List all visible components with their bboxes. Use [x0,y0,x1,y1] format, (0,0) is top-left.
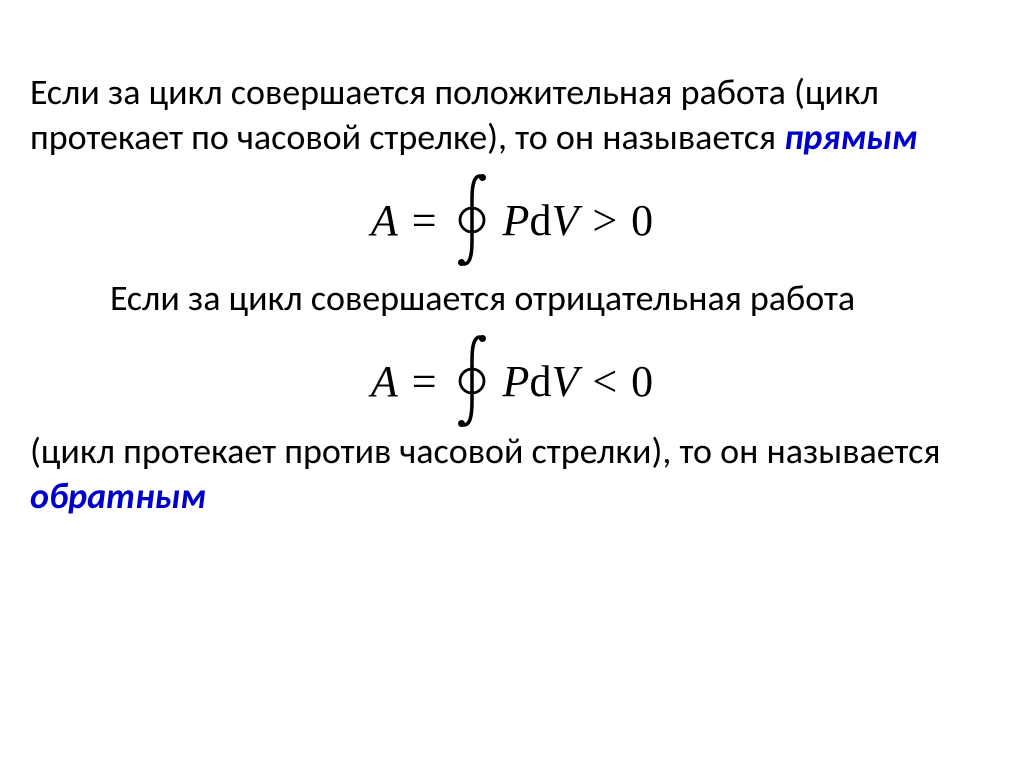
paragraph-1-text: Если за цикл совершается положительная р… [30,70,879,159]
formula-2-rhs: 0 [631,356,653,407]
paragraph-1: Если за цикл совершается положительная р… [30,70,994,160]
formula-2: A = P d V < 0 [30,331,994,431]
formula-1-lhs: A [371,195,398,246]
formula-1-rhs: 0 [631,195,653,246]
closed-integral-icon [455,170,493,270]
formula-2-inner: A = P d V < 0 [371,331,653,431]
formula-1-d: d [529,195,551,246]
paragraph-2-text: Если за цикл совершается отрицательная р… [110,276,855,320]
paragraph-3-highlight: обратным [30,474,206,518]
paragraph-3-text: (цикл протекает против часовой стрелки),… [30,429,940,473]
formula-2-P: P [503,356,530,407]
slide-content: Если за цикл совершается положительная р… [0,0,1024,549]
formula-1: A = P d V > 0 [30,170,994,270]
formula-1-relation: > [592,195,617,246]
paragraph-3: (цикл протекает против часовой стрелки),… [30,429,994,519]
formula-1-inner: A = P d V > 0 [371,170,653,270]
paragraph-2: Если за цикл совершается отрицательная р… [30,276,994,321]
paragraph-1-highlight: прямым [784,115,917,159]
formula-2-eq: = [412,356,437,407]
formula-1-V: V [551,195,578,246]
formula-2-relation: < [592,356,617,407]
formula-2-lhs: A [371,356,398,407]
closed-integral-icon [455,331,493,431]
formula-1-P: P [503,195,530,246]
formula-1-eq: = [412,195,437,246]
formula-2-V: V [551,356,578,407]
formula-2-d: d [529,356,551,407]
